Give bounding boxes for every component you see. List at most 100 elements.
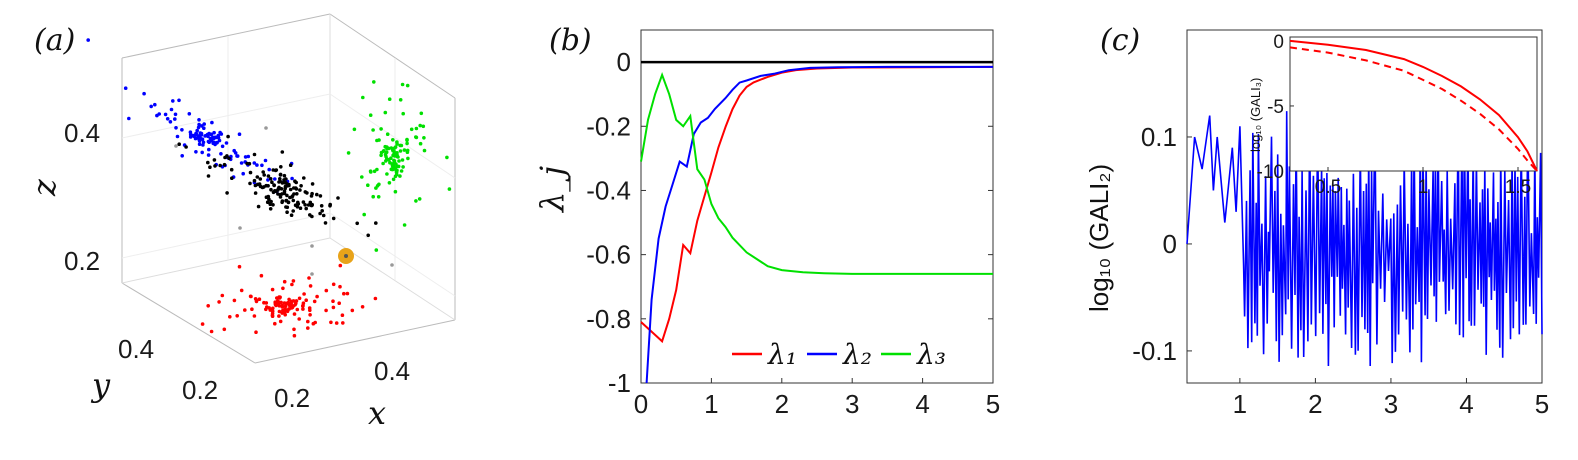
scatter-point — [226, 134, 230, 139]
y-axis-label: y — [90, 366, 111, 404]
scatter-point — [270, 311, 275, 316]
scatter-point — [272, 183, 276, 187]
scatter-point — [280, 311, 285, 315]
scatter-point — [196, 134, 201, 138]
panel-b-lyapunov: (b) 0 1 2 3 4 5 0 -0.2 -0.4 -0.6 -0.8 -1 λ_j λ₁ λ₂ … — [533, 23, 1000, 419]
scatter-point — [287, 297, 291, 302]
panel-a-3d-scatter: (a) 0.4 0.2 0.4 0.2 0.2 0.4 z y — [25, 13, 456, 432]
scatter-point — [277, 180, 281, 184]
scatter-point — [255, 163, 259, 167]
scatter-point — [279, 165, 283, 169]
scatter-point — [396, 155, 400, 159]
legend-label-lambda1: λ₁ — [767, 338, 797, 371]
scatter-point — [414, 135, 418, 139]
scatter-point — [263, 158, 268, 163]
scatter-point — [394, 172, 399, 177]
scatter-point — [284, 301, 289, 306]
panel-b-ytick: -0.4 — [586, 175, 631, 205]
scatter-point — [173, 112, 178, 117]
scatter-point — [301, 307, 305, 311]
panel-c-xtick: 5 — [1535, 389, 1549, 419]
scatter-point — [303, 203, 307, 207]
scatter-point — [260, 163, 264, 168]
scatter-point — [360, 175, 364, 179]
scatter-point — [222, 162, 227, 167]
scatter-point — [142, 91, 146, 96]
scatter-point — [383, 144, 388, 149]
scatter-point — [280, 303, 285, 308]
panel-a-label: (a) — [34, 23, 75, 58]
scatter-point — [302, 176, 306, 180]
scatter-point — [296, 200, 300, 205]
x-tick-1: 0.4 — [374, 356, 410, 386]
highlight-marker-center — [344, 254, 348, 258]
scatter-point — [286, 183, 290, 188]
scatter-point — [262, 173, 267, 177]
scatter-point — [257, 297, 262, 302]
x-tick-0: 0.2 — [274, 383, 310, 413]
legend-label-lambda2: λ₂ — [842, 338, 872, 371]
scatter-point — [401, 111, 406, 116]
scatter-point — [206, 160, 210, 165]
scatter-point — [248, 170, 253, 175]
scatter-point — [405, 141, 409, 146]
scatter-point — [391, 138, 395, 142]
scatter-point — [171, 99, 175, 103]
scatter-point — [406, 156, 410, 161]
scatter-point — [405, 150, 410, 154]
scatter-point — [377, 182, 381, 187]
scatter-point — [288, 187, 293, 192]
scatter-point — [352, 127, 357, 132]
panel-c-gali: (c) 1 2 3 4 50.10-0.1 log₁₀ (GALI₂) 0.5 1 1.50… — [1084, 23, 1549, 419]
scatter-point — [304, 206, 309, 211]
scatter-point — [180, 154, 184, 158]
scatter-point — [254, 330, 258, 335]
scatter-point — [187, 112, 192, 116]
scatter-point — [374, 186, 378, 190]
panel-b-ytick: -0.2 — [586, 111, 631, 141]
panel-b-ylabel: λ_j — [533, 166, 571, 214]
panel-b-frame — [640, 29, 994, 384]
y-tick-1: 0.2 — [182, 375, 218, 405]
scatter-point — [275, 299, 280, 303]
scatter-point — [414, 199, 418, 203]
panel-c-ytick: -0.1 — [1132, 336, 1177, 366]
scatter-point — [372, 80, 376, 84]
scatter-point — [346, 151, 351, 155]
scatter-point — [278, 177, 282, 181]
scatter-point — [247, 161, 252, 166]
scatter-point — [374, 221, 378, 225]
scatter-point — [291, 299, 296, 303]
inset-frame — [1289, 36, 1538, 172]
panel-b-ticks: 0 1 2 3 4 5 0 -0.2 -0.4 -0.6 -0.8 -1 — [586, 47, 1000, 419]
scatter-point — [285, 210, 289, 214]
scatter-point — [320, 209, 325, 213]
scatter-point — [417, 197, 422, 201]
scatter-point — [212, 130, 216, 135]
scatter-point — [287, 307, 292, 311]
scatter-point — [217, 138, 222, 143]
scatter-point — [220, 293, 225, 298]
scatter-point — [246, 154, 251, 159]
series-line-2 — [645, 65, 993, 384]
scatter-point — [197, 142, 202, 146]
panel-b-xtick: 4 — [915, 389, 929, 419]
scatter-point — [206, 153, 211, 157]
scatter-point — [368, 169, 373, 173]
scatter-point — [262, 300, 266, 305]
scatter-point — [379, 153, 383, 158]
scatter-point — [422, 136, 426, 140]
panel-a-points — [86, 38, 452, 338]
scatter-point — [283, 304, 288, 309]
scatter-point — [199, 131, 204, 136]
panel-c-ticks: 1 2 3 4 5 0.1 0 -0.1 — [1132, 122, 1549, 419]
scatter-point — [301, 301, 306, 306]
scatter-point — [297, 317, 302, 321]
scatter-point — [169, 107, 174, 112]
scatter-point — [318, 211, 322, 216]
scatter-point — [379, 150, 384, 155]
scatter-point — [168, 120, 173, 124]
scatter-point — [127, 116, 131, 121]
scatter-point — [334, 321, 339, 325]
scatter-point — [290, 176, 294, 181]
